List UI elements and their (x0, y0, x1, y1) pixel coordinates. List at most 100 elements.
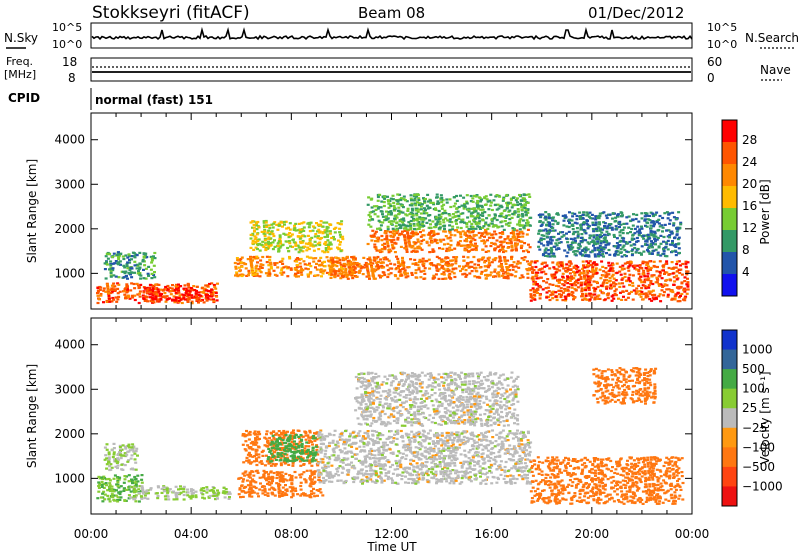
echo-cell (628, 273, 632, 276)
echo-cell (610, 295, 614, 298)
echo-cell (616, 246, 620, 249)
echo-cell (109, 291, 113, 295)
echo-cell (329, 268, 333, 271)
echo-cell (434, 225, 438, 229)
echo-cell (471, 197, 475, 200)
echo-cell (413, 197, 417, 200)
echo-cell (619, 251, 623, 254)
echo-cell (336, 246, 339, 249)
echo-cell (630, 238, 634, 241)
echo-cell (657, 218, 661, 221)
echo-cell (223, 496, 227, 499)
echo-cell (305, 255, 309, 258)
echo-cell (414, 207, 418, 210)
echo-cell (369, 225, 373, 228)
echo-cell (417, 221, 421, 224)
echo-cell (484, 195, 488, 198)
echo-cell (524, 193, 528, 196)
echo-cell (686, 285, 690, 288)
echo-cell (435, 222, 439, 225)
echo-cell (459, 233, 463, 236)
echo-cell (329, 247, 333, 250)
echo-cell (563, 289, 567, 292)
echo-cell (180, 301, 184, 305)
echo-cell (265, 471, 269, 474)
echo-cell (666, 239, 670, 242)
echo-cell (558, 269, 562, 272)
echo-cell (136, 284, 140, 287)
echo-cell (132, 498, 136, 501)
echo-cell (254, 267, 258, 270)
echo-cell (470, 207, 474, 210)
echo-cell (402, 219, 406, 222)
echo-cell (409, 197, 413, 200)
echo-cell (648, 214, 652, 217)
echo-cell (285, 489, 289, 493)
echo-cell (134, 450, 138, 453)
echo-cell (601, 250, 605, 253)
echo-cell (635, 230, 639, 233)
echo-cell (494, 247, 498, 250)
echo-cell (202, 301, 206, 304)
echo-cell (119, 452, 123, 455)
echo-cell (176, 286, 180, 290)
echo-cell (102, 490, 106, 493)
echo-cell (306, 246, 310, 249)
echo-cell (505, 194, 508, 197)
echo-cell (461, 244, 464, 247)
echo-cell (138, 251, 142, 254)
echo-cell (494, 224, 498, 227)
echo-cell (587, 288, 591, 291)
echo-cell (209, 291, 213, 294)
echo-cell (142, 255, 146, 258)
echo-cell (103, 458, 107, 461)
echo-cell (678, 251, 681, 255)
echo-cell (201, 493, 205, 496)
echo-cell (141, 294, 145, 297)
echo-cell (559, 264, 563, 267)
echo-cell (481, 212, 485, 215)
echo-cell (422, 262, 426, 265)
echo-cell (603, 298, 607, 301)
echo-cell (668, 219, 672, 222)
echo-cell (108, 486, 111, 489)
echo-cell (466, 208, 470, 211)
echo-cell (684, 288, 687, 291)
echo-cell (484, 221, 488, 224)
echo-cell (540, 267, 544, 270)
echo-cell (325, 227, 329, 230)
echo-cell (435, 269, 439, 272)
echo-cell (310, 464, 314, 467)
echo-cell (677, 260, 681, 263)
echo-cell (235, 271, 239, 274)
echo-cell (320, 236, 323, 240)
echo-cell (628, 283, 632, 287)
echo-cell (579, 226, 583, 229)
echo-cell (434, 218, 438, 221)
echo-cell (423, 207, 426, 210)
echo-cell (268, 488, 272, 491)
echo-cell (316, 274, 320, 277)
echo-cell (602, 239, 606, 243)
echo-cell (411, 214, 415, 217)
echo-cell (255, 255, 259, 258)
echo-cell (422, 238, 426, 241)
echo-cell (228, 496, 231, 499)
echo-cell (139, 274, 143, 277)
echo-cell (371, 229, 375, 232)
echo-cell (264, 477, 267, 480)
echo-cell (490, 241, 494, 245)
echo-cell (269, 263, 273, 266)
echo-cell (376, 199, 380, 202)
echo-cell (610, 226, 614, 229)
echo-cell (573, 274, 577, 277)
echo-cell (575, 279, 578, 282)
echo-cell (258, 476, 262, 479)
echo-cell (366, 203, 370, 206)
echo-cell (290, 496, 294, 499)
echo-cell (130, 446, 134, 449)
echo-cell (591, 275, 595, 278)
echo-cell (268, 233, 272, 236)
echo-cell (263, 234, 267, 238)
echo-cell (385, 240, 389, 243)
